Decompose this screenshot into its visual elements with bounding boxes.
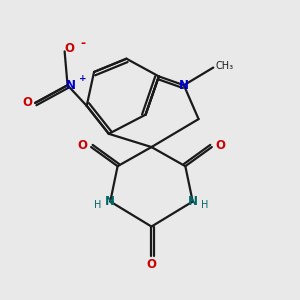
Text: O: O <box>64 42 74 55</box>
Text: N: N <box>188 195 198 208</box>
Text: O: O <box>22 96 32 110</box>
Text: O: O <box>77 140 87 152</box>
Text: -: - <box>80 37 86 50</box>
Text: N: N <box>179 79 189 92</box>
Text: O: O <box>216 140 226 152</box>
Text: O: O <box>146 258 157 271</box>
Text: CH₃: CH₃ <box>215 61 234 71</box>
Text: N: N <box>66 79 76 92</box>
Text: H: H <box>201 200 209 210</box>
Text: N: N <box>105 195 115 208</box>
Text: H: H <box>94 200 102 210</box>
Text: +: + <box>79 74 87 83</box>
